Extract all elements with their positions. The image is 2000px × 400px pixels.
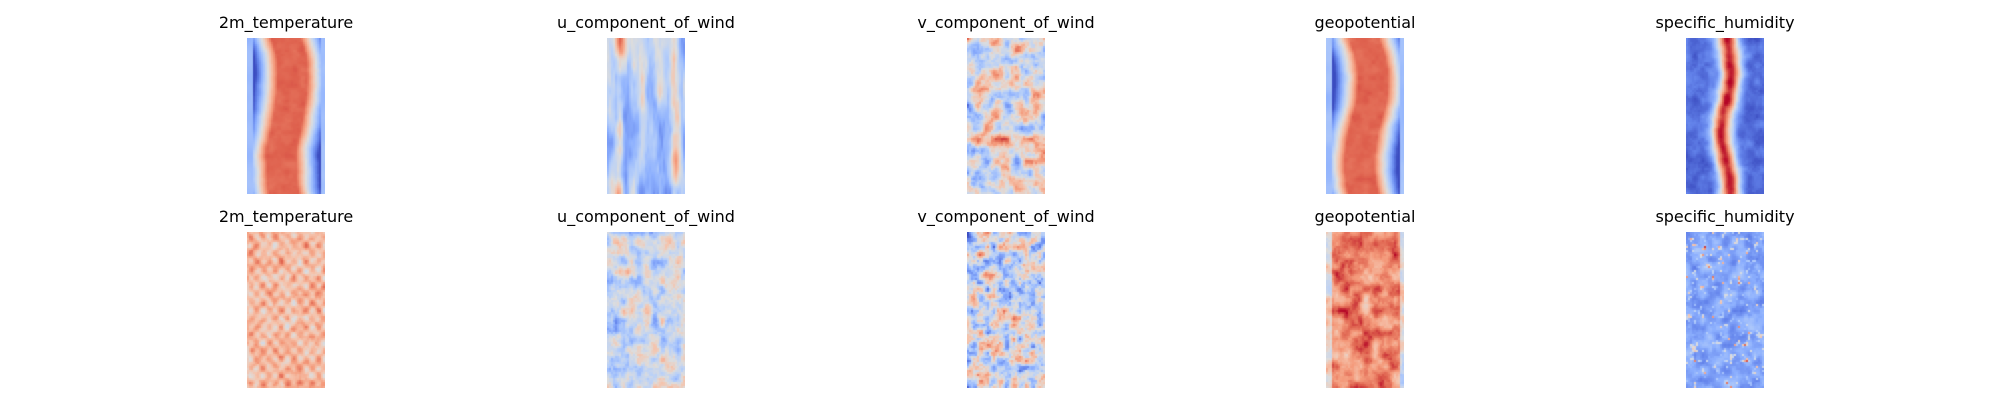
panel-2m-temperature-row2: 2m_temperature bbox=[219, 207, 353, 388]
heatmap-image bbox=[967, 232, 1045, 388]
panel-title: 2m_temperature bbox=[218, 207, 354, 226]
heatmap-image bbox=[607, 38, 685, 194]
heatmap-image bbox=[247, 232, 325, 388]
panel-geopotential-row1: geopotential bbox=[1315, 13, 1415, 194]
panel-v-component-of-wind-row2: v_component_of_wind bbox=[917, 207, 1095, 388]
panel-title: geopotential bbox=[1314, 207, 1416, 226]
panel-title: 2m_temperature bbox=[218, 13, 354, 32]
panel-title: specific_humidity bbox=[1655, 13, 1795, 32]
panel-title: v_component_of_wind bbox=[917, 207, 1095, 226]
heatmap-image bbox=[247, 38, 325, 194]
panel-geopotential-row2: geopotential bbox=[1315, 207, 1415, 388]
panel-u-component-of-wind-row2: u_component_of_wind bbox=[557, 207, 735, 388]
heatmap-image bbox=[1326, 38, 1404, 194]
panel-title: u_component_of_wind bbox=[557, 13, 735, 32]
panel-title: geopotential bbox=[1314, 13, 1416, 32]
panel-u-component-of-wind-row1: u_component_of_wind bbox=[557, 13, 735, 194]
panel-specific-humidity-row2: specific_humidity bbox=[1655, 207, 1795, 388]
heatmap-image bbox=[607, 232, 685, 388]
panel-2m-temperature-row1: 2m_temperature bbox=[219, 13, 353, 194]
panel-title: v_component_of_wind bbox=[917, 13, 1095, 32]
heatmap-image bbox=[1686, 38, 1764, 194]
panel-title: u_component_of_wind bbox=[557, 207, 735, 226]
heatmap-image bbox=[1326, 232, 1404, 388]
panel-title: specific_humidity bbox=[1655, 207, 1795, 226]
panel-v-component-of-wind-row1: v_component_of_wind bbox=[917, 13, 1095, 194]
heatmap-image bbox=[967, 38, 1045, 194]
panel-specific-humidity-row1: specific_humidity bbox=[1655, 13, 1795, 194]
heatmap-image bbox=[1686, 232, 1764, 388]
